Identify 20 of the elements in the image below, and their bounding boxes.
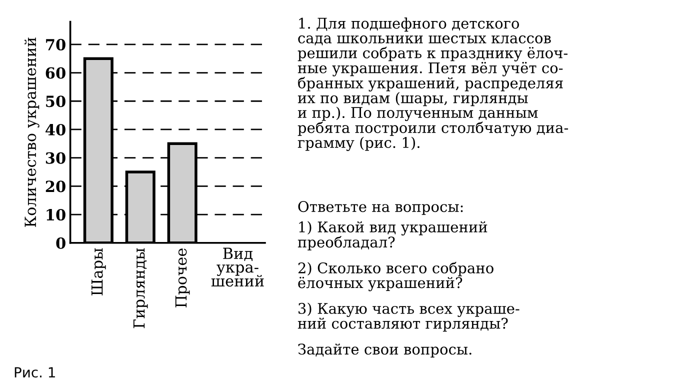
text: 1) Какой вид украшений преобладал? bbox=[298, 221, 488, 250]
x-tick-label: Гирлянды bbox=[133, 248, 148, 328]
text: 1. Для подшефного детского сада школьники шестых классов решили собрать к празднику ёлоч- ные украшения. Петя вёл учёт со- бранных украшений, распределяя их по видам (шары, гирлянды и пр.). По полученным данным ребята построили столбчатую диа- грамму (рис. 1). bbox=[298, 17, 568, 152]
x-tick-label: Прочее bbox=[175, 248, 190, 308]
y-tick-label: 50 bbox=[46, 96, 66, 108]
y-tick-label: 70 bbox=[46, 38, 66, 50]
y-tick-label: 0 bbox=[56, 237, 66, 249]
text: Рис. 1 bbox=[14, 367, 55, 378]
text: 2) Сколько всего собрано ёлочных украшений? bbox=[298, 262, 494, 292]
text: 3) Какую часть всех украше- ний составляют гирлянды? bbox=[298, 302, 520, 332]
y-tick-label: 10 bbox=[46, 209, 66, 221]
text: Задайте свои вопросы. bbox=[298, 344, 472, 358]
y-tick-label: 40 bbox=[46, 124, 66, 136]
y-tick-label: 20 bbox=[46, 180, 66, 192]
y-tick-label: 30 bbox=[46, 152, 66, 164]
x-axis-title: Вид укра- шений bbox=[211, 248, 264, 287]
y-tick-label: 60 bbox=[46, 67, 66, 79]
y-axis-title: Количество украшений bbox=[24, 38, 40, 227]
x-tick-label: Шары bbox=[91, 248, 106, 296]
text: Ответьте на вопросы: bbox=[298, 201, 463, 215]
